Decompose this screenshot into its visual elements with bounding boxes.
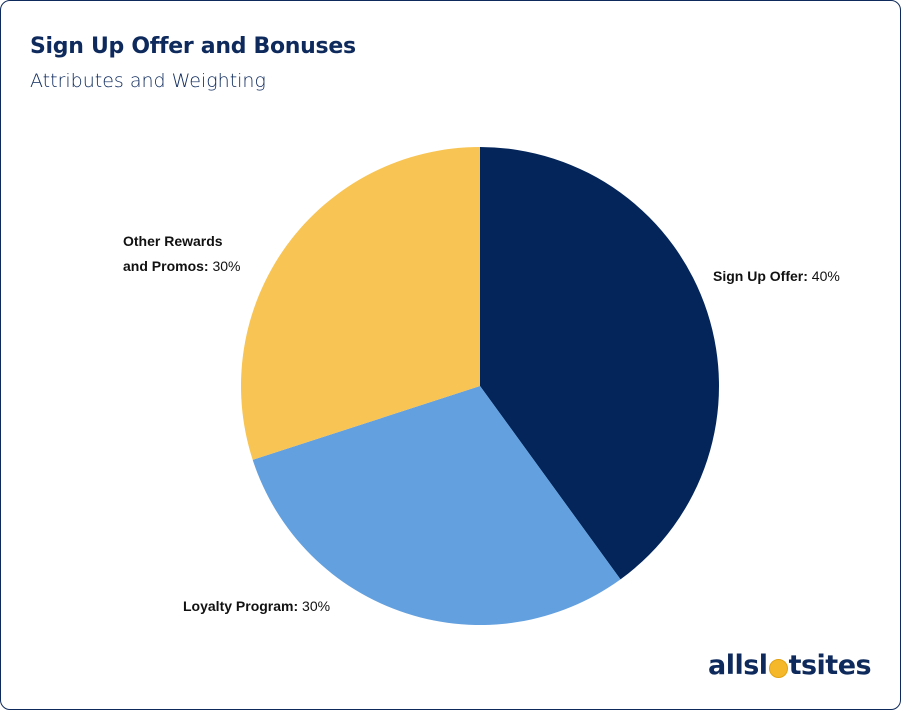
slice-sign-up-offer bbox=[480, 147, 719, 580]
label-sign-up-offer: Sign Up Offer: 40% bbox=[713, 268, 840, 284]
label-loyalty-program: Loyalty Program: 30% bbox=[183, 598, 331, 614]
slice-loyalty-program bbox=[252, 386, 621, 625]
label-other-rewards: Other Rewards and Promos: 30% bbox=[123, 233, 241, 274]
chart-subtitle: Attributes and Weighting bbox=[30, 70, 266, 92]
allslotsites-logo: allsl tsites bbox=[708, 650, 872, 681]
slice-other-rewards bbox=[241, 147, 480, 460]
coin-icon bbox=[768, 659, 788, 678]
chart-title: Sign Up Offer and Bonuses bbox=[30, 34, 356, 59]
